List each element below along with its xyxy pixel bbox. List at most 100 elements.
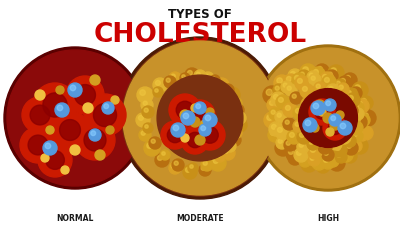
Circle shape (287, 130, 301, 144)
Circle shape (38, 143, 72, 177)
Circle shape (352, 89, 356, 93)
Circle shape (106, 126, 114, 134)
Circle shape (123, 41, 277, 195)
Circle shape (303, 67, 308, 72)
Circle shape (298, 70, 310, 82)
Circle shape (288, 69, 302, 83)
Circle shape (277, 78, 282, 83)
Circle shape (145, 125, 148, 128)
Circle shape (303, 118, 317, 132)
Circle shape (339, 85, 343, 89)
Circle shape (202, 72, 214, 84)
Circle shape (283, 103, 297, 117)
Circle shape (176, 101, 194, 119)
Circle shape (353, 132, 357, 136)
Circle shape (318, 140, 332, 154)
Circle shape (348, 95, 353, 100)
Circle shape (344, 119, 356, 131)
Circle shape (324, 99, 336, 111)
Circle shape (329, 155, 345, 171)
Circle shape (336, 145, 340, 150)
Circle shape (182, 75, 185, 78)
Circle shape (356, 117, 360, 122)
Circle shape (102, 102, 114, 114)
Circle shape (326, 101, 330, 106)
Circle shape (172, 159, 184, 171)
Circle shape (314, 82, 326, 94)
Circle shape (151, 139, 155, 143)
Circle shape (270, 131, 275, 135)
Circle shape (283, 118, 295, 130)
Circle shape (203, 113, 217, 127)
Circle shape (360, 110, 376, 126)
Circle shape (204, 74, 208, 78)
Circle shape (232, 98, 242, 108)
Circle shape (167, 127, 183, 143)
Circle shape (149, 137, 161, 149)
Circle shape (326, 70, 338, 82)
Circle shape (326, 128, 334, 136)
Circle shape (194, 102, 206, 114)
Circle shape (157, 75, 243, 161)
Circle shape (358, 129, 362, 134)
Circle shape (354, 110, 358, 114)
Circle shape (309, 73, 313, 77)
Circle shape (288, 150, 293, 154)
Circle shape (286, 105, 290, 110)
Circle shape (275, 111, 287, 123)
Circle shape (236, 120, 240, 125)
Circle shape (270, 101, 274, 105)
Circle shape (233, 118, 247, 132)
Circle shape (91, 131, 96, 136)
Circle shape (284, 139, 296, 151)
Circle shape (340, 123, 346, 129)
Circle shape (142, 106, 154, 118)
Circle shape (290, 71, 295, 76)
Circle shape (314, 69, 318, 74)
Circle shape (311, 124, 319, 132)
Circle shape (285, 84, 297, 96)
Circle shape (45, 143, 51, 149)
Circle shape (138, 115, 143, 120)
Circle shape (196, 104, 200, 109)
Circle shape (95, 150, 105, 160)
Circle shape (259, 49, 397, 187)
Circle shape (332, 140, 336, 144)
Circle shape (222, 84, 234, 96)
Text: HIGH: HIGH (317, 214, 339, 223)
Circle shape (226, 142, 230, 146)
Circle shape (161, 121, 189, 149)
Circle shape (234, 112, 246, 124)
Circle shape (234, 106, 238, 110)
Circle shape (351, 130, 363, 142)
Circle shape (33, 83, 77, 127)
Circle shape (300, 64, 316, 80)
Circle shape (321, 155, 335, 169)
Circle shape (299, 155, 311, 167)
Circle shape (43, 141, 57, 155)
Circle shape (338, 121, 352, 135)
Circle shape (352, 142, 356, 146)
Circle shape (202, 127, 218, 143)
Circle shape (66, 76, 104, 114)
Circle shape (324, 151, 328, 155)
Circle shape (329, 157, 333, 161)
Circle shape (352, 82, 368, 98)
Circle shape (267, 98, 281, 112)
Circle shape (295, 76, 309, 90)
Circle shape (352, 138, 368, 154)
Circle shape (164, 76, 176, 88)
Circle shape (336, 81, 340, 85)
Circle shape (210, 155, 226, 171)
Circle shape (337, 153, 341, 157)
Circle shape (323, 113, 333, 123)
Circle shape (221, 146, 235, 160)
Circle shape (332, 158, 338, 164)
Circle shape (336, 111, 344, 119)
Circle shape (297, 141, 309, 153)
Circle shape (318, 108, 326, 116)
Circle shape (328, 65, 344, 81)
Circle shape (314, 158, 319, 163)
Circle shape (315, 105, 329, 119)
Circle shape (286, 147, 300, 161)
